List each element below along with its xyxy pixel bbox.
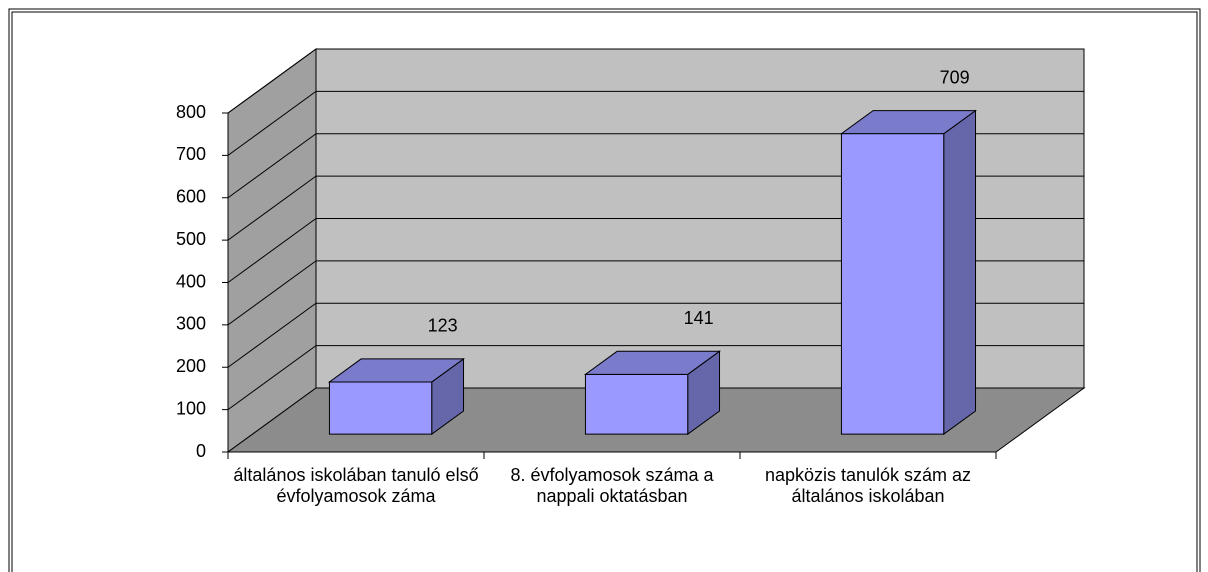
grid-line [227, 175, 317, 241]
bar [583, 350, 722, 436]
bar [839, 109, 978, 436]
bar-top [327, 358, 466, 383]
x-tick-label-line: napközis tanulók szám az [765, 465, 971, 485]
grid-line [227, 218, 317, 283]
y-tick-label: 500 [176, 229, 206, 249]
bar-front [840, 133, 945, 435]
y-tick-label: 600 [176, 187, 206, 207]
x-tick-label-line: 8. évfolyamosok száma a [510, 465, 714, 485]
y-tick-label: 300 [176, 314, 206, 334]
grid-line [227, 260, 317, 326]
x-tick-label-line: nappali oktatásban [536, 486, 687, 506]
bar-top [583, 350, 722, 375]
value-label: 709 [940, 67, 970, 87]
y-tick-label: 700 [176, 144, 206, 164]
x-tick-label: 8. évfolyamosok száma a nappali oktatásba… [510, 465, 714, 506]
y-tick-label: 0 [196, 441, 206, 461]
y-tick-label: 100 [176, 398, 206, 418]
value-label: 141 [684, 308, 714, 328]
y-tick-label: 200 [176, 356, 206, 376]
x-tick-label: általános iskolában tanuló első évfolyamo… [233, 465, 478, 506]
bar-top [839, 110, 978, 135]
y-tick-label: 400 [176, 271, 206, 291]
y-tick-label: 800 [176, 102, 206, 122]
frame-outer [8, 8, 1201, 572]
grid-line [227, 133, 317, 199]
frame-inner [11, 11, 1198, 572]
x-tick-label-line: általános iskolában [791, 486, 944, 506]
grid-line [227, 48, 317, 114]
bar-front [328, 381, 433, 435]
x-tick-label: napközis tanulók szám az általános iskolá… [765, 465, 971, 506]
grid-line [227, 302, 317, 368]
bar-side [943, 109, 977, 436]
value-label: 123 [428, 316, 458, 336]
bar-front [584, 373, 689, 435]
x-tick-label-line: általános iskolában tanuló első [233, 465, 478, 485]
bar [327, 357, 466, 436]
grid-line [227, 90, 317, 156]
grid-line [227, 345, 317, 411]
x-tick-label-line: évfolyamosok záma [276, 486, 436, 506]
